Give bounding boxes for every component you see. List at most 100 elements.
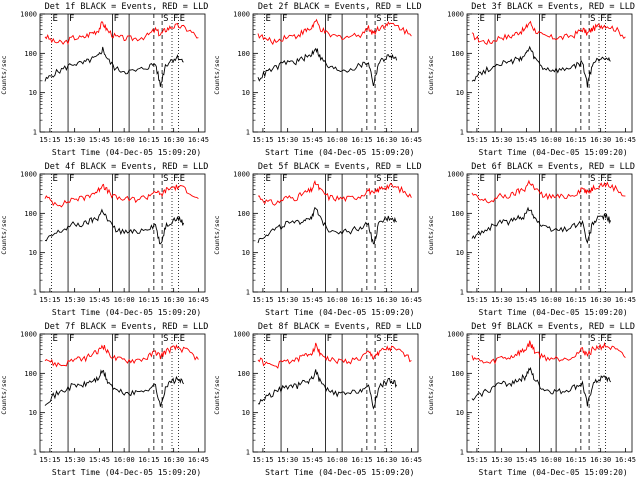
detector-panel: Det 4f BLACK = Events, RED = LLD 1 10 100 10… (0, 160, 213, 320)
x-tick-label: 15:30 (64, 456, 85, 464)
y-tick-label: 100 (24, 370, 37, 378)
panel-title: Det 7f BLACK = Events, RED = LLD (44, 322, 209, 332)
event-marker-label: F (386, 14, 391, 24)
plot-frame (39, 333, 206, 453)
x-tick-label: 16:30 (376, 296, 397, 304)
panel-title: Det 9f BLACK = Events, RED = LLD (471, 322, 635, 332)
plot-frame (39, 13, 206, 133)
plot-frame (466, 13, 632, 133)
x-axis-label: Start Time (04-Dec-05 15:09:20) (478, 468, 628, 477)
event-marker-label: E (393, 174, 398, 184)
lld-series-line (44, 183, 199, 208)
event-marker-label: F (282, 14, 287, 24)
event-marker-label: S (376, 334, 381, 344)
x-tick-label: 15:30 (64, 296, 85, 304)
y-tick-label: 1000 (20, 171, 37, 179)
event-marker-label: F (173, 334, 178, 344)
x-tick-label: 16:45 (401, 456, 422, 464)
x-axis-label: Start Time (04-Dec-05 15:09:20) (51, 148, 202, 157)
lld-series-line (258, 180, 413, 206)
x-tick-label: 16:30 (590, 136, 611, 144)
events-series-line (471, 45, 611, 88)
x-tick-label: 16:15 (565, 456, 586, 464)
plot-frame (466, 173, 632, 293)
x-tick-label: 15:45 (302, 456, 323, 464)
event-marker-label: E (606, 174, 611, 184)
y-tick-label: 100 (238, 210, 251, 218)
detector-panel: Det 2f BLACK = Events, RED = LLD 1 10 100 10… (213, 0, 426, 160)
x-tick-label: 15:15 (39, 296, 60, 304)
event-marker-label: S (376, 174, 381, 184)
event-marker-label: E (53, 174, 58, 184)
x-tick-label: 16:15 (352, 136, 373, 144)
y-tick-label: 10 (242, 409, 250, 417)
y-tick-label: 10 (455, 89, 463, 97)
y-tick-label: 100 (238, 50, 251, 58)
event-marker-label: F (327, 14, 332, 24)
x-axis-label: Start Time (04-Dec-05 15:09:20) (478, 308, 628, 317)
event-marker-label: F (327, 174, 332, 184)
x-tick-label: 15:15 (253, 136, 274, 144)
y-tick-label: 100 (451, 50, 464, 58)
x-tick-label: 15:15 (39, 456, 60, 464)
y-axis-label: Counts/sec (426, 55, 435, 95)
event-marker-label: F (540, 14, 545, 24)
x-tick-label: 16:00 (540, 296, 561, 304)
y-axis-label: Counts/sec (213, 375, 222, 415)
panel-title: Det 1f BLACK = Events, RED = LLD (44, 2, 209, 12)
x-axis-label: Start Time (04-Dec-05 15:09:20) (265, 468, 415, 477)
x-tick-label: 15:15 (253, 296, 274, 304)
event-marker-label: E (53, 14, 58, 24)
x-tick-label: 15:30 (64, 136, 85, 144)
plot-frame (39, 173, 206, 293)
event-marker-label: F (173, 14, 178, 24)
detector-panel: Det 5f BLACK = Events, RED = LLD 1 10 100 10… (213, 160, 426, 320)
event-marker-label: S (590, 14, 595, 24)
x-tick-label: 16:00 (114, 136, 135, 144)
x-tick-label: 16:30 (376, 136, 397, 144)
event-marker-label: E (479, 334, 484, 344)
y-tick-label: 1 (459, 289, 463, 297)
x-tick-label: 16:30 (590, 456, 611, 464)
event-marker-label: S (163, 174, 168, 184)
events-series-line (44, 369, 184, 407)
y-tick-label: 1000 (233, 171, 250, 179)
x-tick-label: 15:45 (89, 136, 110, 144)
x-axis-label: Start Time (04-Dec-05 15:09:20) (478, 148, 628, 157)
x-tick-label: 15:30 (491, 136, 512, 144)
x-tick-label: 16:45 (614, 296, 635, 304)
event-marker-label: E (266, 334, 271, 344)
y-tick-label: 10 (29, 249, 37, 257)
panel-plot: 1 10 100 1000 15:15 15:30 15:45 16:00 16:15 16:30… (233, 11, 422, 145)
event-marker-label: F (114, 174, 119, 184)
panel-title: Det 2f BLACK = Events, RED = LLD (257, 2, 422, 12)
x-tick-label: 16:45 (188, 456, 209, 464)
y-tick-label: 1 (33, 129, 37, 137)
x-axis-label: Start Time (04-Dec-05 15:09:20) (265, 148, 415, 157)
y-tick-label: 1000 (447, 331, 464, 339)
event-marker-label: F (69, 174, 74, 184)
y-tick-label: 1000 (20, 331, 37, 339)
lld-series-line (44, 21, 199, 46)
plot-frame (252, 333, 419, 453)
detector-panel: Det 3f BLACK = Events, RED = LLD 1 10 100 10… (427, 0, 640, 160)
event-marker-label: F (496, 14, 501, 24)
y-tick-label: 100 (238, 370, 251, 378)
event-marker-label: E (180, 14, 185, 24)
panel-plot: 1 10 100 1000 15:15 15:30 15:45 16:00 16:15 16:30… (233, 171, 422, 305)
event-marker-label: S (376, 14, 381, 24)
x-tick-label: 16:45 (401, 296, 422, 304)
y-axis-label: Counts/sec (0, 375, 8, 415)
event-marker-label: E (266, 14, 271, 24)
y-tick-label: 10 (242, 249, 250, 257)
detector-panel: Det 8f BLACK = Events, RED = LLD 1 10 100 10… (213, 320, 426, 480)
event-marker-label: F (327, 334, 332, 344)
y-tick-label: 1000 (20, 11, 37, 19)
x-tick-label: 15:15 (466, 456, 487, 464)
x-tick-label: 15:30 (491, 456, 512, 464)
event-marker-label: F (282, 334, 287, 344)
y-tick-label: 10 (29, 409, 37, 417)
x-tick-label: 16:00 (327, 136, 348, 144)
detector-panel: Det 9f BLACK = Events, RED = LLD 1 10 100 10… (427, 320, 640, 480)
x-tick-label: 16:15 (352, 456, 373, 464)
